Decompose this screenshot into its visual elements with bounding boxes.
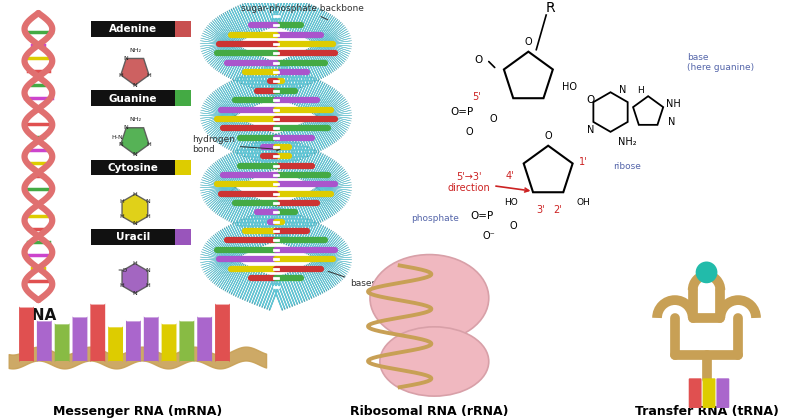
Polygon shape bbox=[121, 128, 149, 155]
Text: O: O bbox=[474, 55, 483, 65]
Text: R: R bbox=[546, 1, 555, 15]
Text: bases: bases bbox=[328, 271, 376, 288]
Polygon shape bbox=[121, 58, 149, 85]
Text: O: O bbox=[465, 127, 473, 137]
Text: O=P: O=P bbox=[450, 107, 474, 117]
Text: Ribosomal RNA (rRNA): Ribosomal RNA (rRNA) bbox=[350, 405, 509, 418]
Text: base
(here guanine): base (here guanine) bbox=[686, 53, 754, 72]
Text: RNA: RNA bbox=[20, 308, 57, 323]
FancyBboxPatch shape bbox=[198, 316, 212, 362]
Circle shape bbox=[696, 262, 718, 283]
FancyBboxPatch shape bbox=[91, 160, 175, 176]
Text: O=P: O=P bbox=[470, 211, 494, 221]
FancyBboxPatch shape bbox=[73, 316, 87, 362]
Text: Messenger RNA (mRNA): Messenger RNA (mRNA) bbox=[53, 405, 222, 418]
Text: NH: NH bbox=[666, 99, 681, 109]
FancyBboxPatch shape bbox=[54, 323, 70, 362]
Text: H: H bbox=[146, 283, 150, 288]
Text: Uracil: Uracil bbox=[116, 232, 150, 242]
Text: O: O bbox=[586, 95, 595, 105]
FancyBboxPatch shape bbox=[702, 378, 715, 408]
FancyBboxPatch shape bbox=[162, 323, 177, 362]
Text: ribose: ribose bbox=[614, 162, 642, 171]
FancyBboxPatch shape bbox=[91, 21, 175, 37]
FancyBboxPatch shape bbox=[175, 229, 191, 245]
FancyBboxPatch shape bbox=[175, 90, 191, 106]
Text: H: H bbox=[638, 86, 644, 95]
Text: OH: OH bbox=[577, 198, 590, 207]
Text: N: N bbox=[668, 117, 675, 127]
Text: HO: HO bbox=[504, 198, 518, 207]
Text: H: H bbox=[146, 214, 150, 219]
Text: H: H bbox=[133, 192, 138, 197]
Text: O: O bbox=[490, 114, 498, 124]
Text: H: H bbox=[133, 261, 138, 266]
Text: 3': 3' bbox=[536, 205, 545, 215]
FancyBboxPatch shape bbox=[37, 320, 52, 362]
Text: N: N bbox=[146, 199, 150, 204]
FancyBboxPatch shape bbox=[179, 320, 194, 362]
FancyBboxPatch shape bbox=[108, 326, 123, 362]
FancyBboxPatch shape bbox=[126, 320, 141, 362]
Text: O: O bbox=[525, 37, 532, 47]
Text: H: H bbox=[120, 214, 125, 219]
Text: H: H bbox=[120, 283, 125, 288]
Text: N: N bbox=[618, 85, 626, 95]
Text: O: O bbox=[544, 131, 552, 141]
Text: sugar-phosphate backbone: sugar-phosphate backbone bbox=[242, 4, 364, 20]
Ellipse shape bbox=[380, 327, 489, 396]
Text: N: N bbox=[124, 56, 129, 61]
Text: H: H bbox=[146, 142, 151, 147]
Ellipse shape bbox=[370, 255, 489, 342]
Text: NH₂: NH₂ bbox=[618, 137, 637, 147]
Text: 2': 2' bbox=[554, 205, 562, 215]
Text: 4': 4' bbox=[506, 171, 514, 181]
FancyBboxPatch shape bbox=[717, 378, 730, 408]
FancyBboxPatch shape bbox=[215, 303, 230, 362]
Text: N: N bbox=[133, 221, 138, 226]
Text: H-N: H-N bbox=[111, 135, 123, 140]
Text: O: O bbox=[510, 221, 518, 231]
Text: H: H bbox=[118, 73, 123, 78]
Text: Transfer RNA (tRNA): Transfer RNA (tRNA) bbox=[634, 405, 778, 418]
Text: HO: HO bbox=[562, 82, 577, 92]
Text: H: H bbox=[120, 199, 125, 204]
Polygon shape bbox=[122, 194, 148, 224]
Text: NH₂: NH₂ bbox=[129, 118, 141, 123]
Text: N: N bbox=[124, 125, 129, 130]
FancyBboxPatch shape bbox=[175, 160, 191, 176]
Text: Adenine: Adenine bbox=[109, 24, 157, 34]
Text: NH₂: NH₂ bbox=[129, 48, 141, 53]
FancyBboxPatch shape bbox=[175, 21, 191, 37]
Text: N: N bbox=[133, 152, 138, 157]
FancyBboxPatch shape bbox=[91, 229, 175, 245]
Text: N: N bbox=[118, 142, 123, 147]
Text: O⁻: O⁻ bbox=[482, 231, 495, 241]
FancyBboxPatch shape bbox=[19, 306, 34, 362]
Text: N: N bbox=[133, 83, 138, 88]
FancyBboxPatch shape bbox=[90, 303, 105, 362]
Text: 1': 1' bbox=[579, 157, 587, 166]
Text: 5'→3'
direction: 5'→3' direction bbox=[447, 172, 529, 193]
FancyBboxPatch shape bbox=[689, 378, 702, 408]
Text: H: H bbox=[146, 73, 151, 78]
Text: N: N bbox=[133, 291, 138, 296]
Text: N: N bbox=[146, 268, 150, 273]
Text: Cytosine: Cytosine bbox=[107, 163, 158, 173]
Text: =O: =O bbox=[117, 268, 127, 273]
FancyBboxPatch shape bbox=[144, 316, 158, 362]
Text: N: N bbox=[587, 125, 594, 135]
Text: hydrogen
bond: hydrogen bond bbox=[192, 135, 280, 155]
Text: 5': 5' bbox=[473, 92, 482, 102]
Polygon shape bbox=[122, 263, 148, 293]
FancyBboxPatch shape bbox=[91, 90, 175, 106]
Text: phosphate: phosphate bbox=[411, 215, 459, 223]
Text: Guanine: Guanine bbox=[109, 94, 157, 104]
